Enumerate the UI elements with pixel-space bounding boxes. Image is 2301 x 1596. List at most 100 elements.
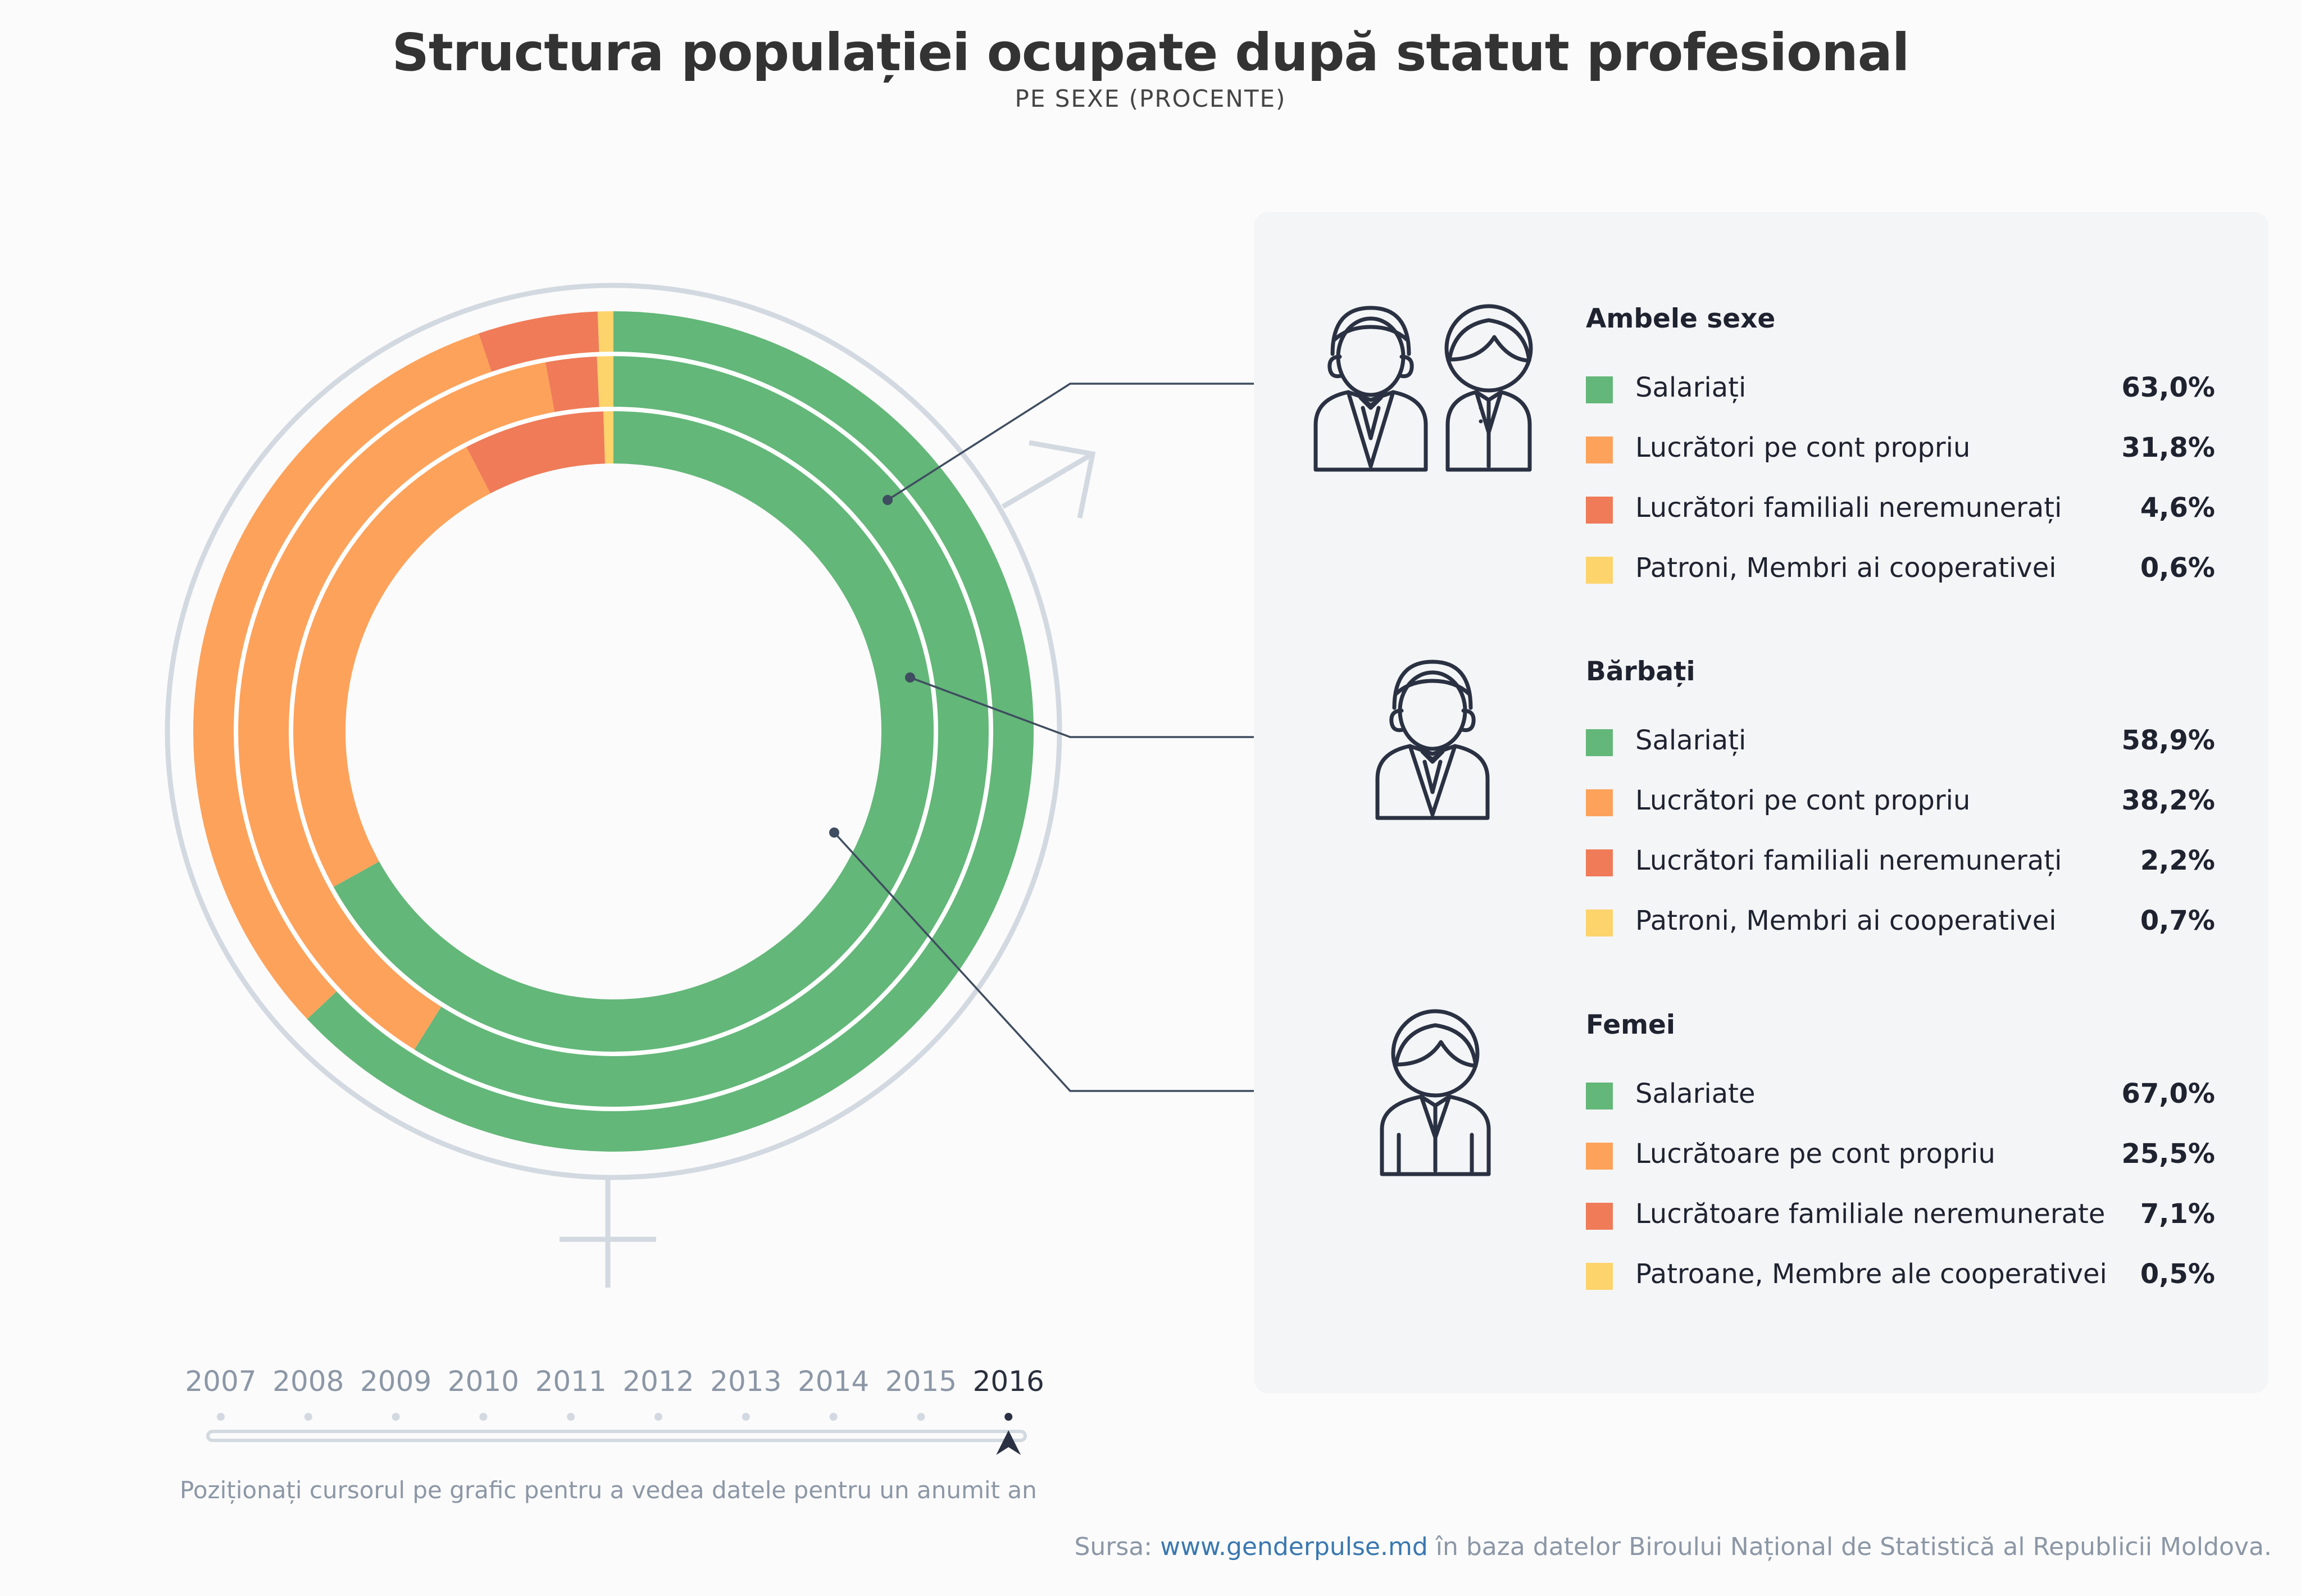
legend-label: Patroni, Membri ai cooperativei <box>1635 552 2057 584</box>
legend-group-title: Ambele sexe <box>1586 303 1776 334</box>
timeline-year[interactable]: 2013 <box>710 1365 782 1398</box>
legend-row: Lucrători pe cont propriu 31,8% <box>1586 432 2215 466</box>
timeline-year[interactable]: 2011 <box>535 1365 607 1398</box>
legend-row: Salariați 63,0% <box>1586 372 2215 406</box>
legend-label: Salariate <box>1635 1078 1756 1110</box>
gender-symbol-bg <box>165 283 1096 1288</box>
timeline-year[interactable]: 2016 <box>972 1365 1044 1398</box>
timeline-year[interactable]: 2007 <box>185 1365 257 1398</box>
leader-dots <box>829 495 915 838</box>
legend-label: Lucrători pe cont propriu <box>1635 785 1971 816</box>
legend-value: 7,1% <box>2140 1198 2215 1230</box>
ring-segment-3-2[interactable] <box>291 445 490 888</box>
page-subtitle: PE SEXE (PROCENTE) <box>1015 85 1286 112</box>
timeline-year[interactable]: 2014 <box>797 1365 870 1398</box>
timeline-tick[interactable] <box>479 1413 488 1421</box>
ring-segment-1-1[interactable] <box>307 311 1034 1152</box>
legend-label: Patroane, Membre ale cooperativei <box>1635 1258 2107 1290</box>
ring-segment-2-2[interactable] <box>236 360 555 1052</box>
source-suffix: în baza datelor Biroului Național de Sta… <box>1427 1533 2272 1561</box>
ring-segment-2-4[interactable] <box>597 354 613 410</box>
legend-label: Lucrătoare familiale neremunerate <box>1635 1198 2106 1230</box>
timeline-tick[interactable] <box>217 1413 225 1421</box>
timeline-tick[interactable] <box>829 1413 838 1421</box>
male-arrow-shaft <box>1001 452 1094 509</box>
legend-row: Lucrătoare familiale neremunerate 7,1% <box>1586 1198 2215 1232</box>
timeline-year[interactable]: 2010 <box>447 1365 520 1398</box>
timeline-tick[interactable] <box>392 1413 400 1421</box>
legend-row: Lucrători pe cont propriu 38,2% <box>1586 785 2215 819</box>
legend-row: Patroni, Membri ai cooperativei 0,7% <box>1586 905 2215 939</box>
legend-value: 38,2% <box>2121 785 2215 816</box>
timeline-track-bar <box>206 1430 1027 1442</box>
ring-segment-2-3[interactable] <box>545 354 599 415</box>
legend-swatch <box>1586 376 1613 403</box>
timeline-year[interactable]: 2012 <box>622 1365 694 1398</box>
leader-line-femei <box>833 831 1286 1092</box>
woman-icon <box>1380 1009 1491 1176</box>
ring-separators <box>234 352 993 1111</box>
ring-segment-1-4[interactable] <box>597 311 613 354</box>
legend-value: 0,6% <box>2140 552 2215 584</box>
page-title: Structura populației ocupate după statut… <box>392 22 1910 83</box>
legend-row: Salariați 58,9% <box>1586 725 2215 758</box>
male-arrow-head <box>1029 440 1096 519</box>
timeline-tick[interactable] <box>654 1413 662 1421</box>
legend-swatch <box>1586 436 1613 463</box>
leader-lines <box>833 383 1286 1092</box>
legend-label: Patroni, Membri ai cooperativei <box>1635 905 2057 936</box>
source-link[interactable]: www.genderpulse.md <box>1160 1533 1428 1561</box>
legend-swatch <box>1586 910 1613 936</box>
timeline-year[interactable]: 2015 <box>885 1365 957 1398</box>
legend-swatch <box>1586 557 1613 584</box>
timeline-slider-handle[interactable] <box>996 1430 1021 1455</box>
ring-segment-1-2[interactable] <box>193 333 493 1020</box>
leader-dot-barbati <box>905 672 915 683</box>
timeline-tick[interactable] <box>304 1413 312 1421</box>
ring-segment-3-4[interactable] <box>603 409 613 464</box>
legend-row: Lucrătoare pe cont propriu 25,5% <box>1586 1138 2215 1172</box>
legend-swatch <box>1586 497 1613 524</box>
legend-value: 58,9% <box>2121 725 2215 756</box>
legend-swatch <box>1586 1143 1613 1170</box>
legend-swatch <box>1586 1263 1613 1290</box>
legend-value: 0,5% <box>2140 1258 2215 1290</box>
ring-separator-2 <box>289 407 938 1056</box>
ring-segment-2-1[interactable] <box>413 354 991 1109</box>
legend-value: 67,0% <box>2121 1078 2215 1110</box>
legend-row: Lucrători familiali neremunerați 4,6% <box>1586 492 2215 526</box>
legend-value: 31,8% <box>2121 432 2215 463</box>
legend-swatch <box>1586 789 1613 816</box>
legend-group-title: Bărbați <box>1586 656 1695 687</box>
timeline-tick[interactable] <box>917 1413 925 1421</box>
legend-value: 63,0% <box>2121 372 2215 403</box>
header: Structura populației ocupate după statut… <box>0 22 2301 112</box>
ring-separator-1 <box>234 352 993 1111</box>
ring-segment-1-3[interactable] <box>478 311 599 374</box>
legend-label: Salariați <box>1635 372 1747 403</box>
legend-swatch <box>1586 1203 1613 1230</box>
legend-value: 25,5% <box>2121 1138 2215 1170</box>
legend-swatch <box>1586 1083 1613 1110</box>
year-timeline: 2007 2008 2009 2010 2011 2012 2013 2014 2015 2016 <box>0 1365 1067 1399</box>
legend-label: Lucrători pe cont propriu <box>1635 432 1971 463</box>
timeline-tick[interactable] <box>742 1413 750 1421</box>
leader-dot-femei <box>829 827 839 838</box>
legend-row: Salariate 67,0% <box>1586 1078 2215 1112</box>
man-icon <box>1375 660 1490 820</box>
timeline-hint: Poziționați cursorul pe grafic pentru a … <box>180 1476 1037 1504</box>
timeline-track <box>206 1413 1027 1455</box>
legend-swatch <box>1586 729 1613 756</box>
legend-value: 4,6% <box>2140 492 2215 524</box>
timeline-year[interactable]: 2008 <box>272 1365 344 1398</box>
timeline-tick[interactable] <box>567 1413 575 1421</box>
gender-symbol-circle <box>165 283 1062 1180</box>
legend-group-title: Femei <box>1586 1010 1676 1040</box>
legend-label: Lucrătoare pe cont propriu <box>1635 1138 1995 1170</box>
legend-label: Lucrători familiali neremunerați <box>1635 492 2062 524</box>
legend-value: 2,2% <box>2140 845 2215 876</box>
timeline-tick[interactable] <box>1004 1413 1013 1421</box>
source-prefix: Sursa: <box>1074 1533 1161 1561</box>
timeline-year[interactable]: 2009 <box>360 1365 432 1398</box>
